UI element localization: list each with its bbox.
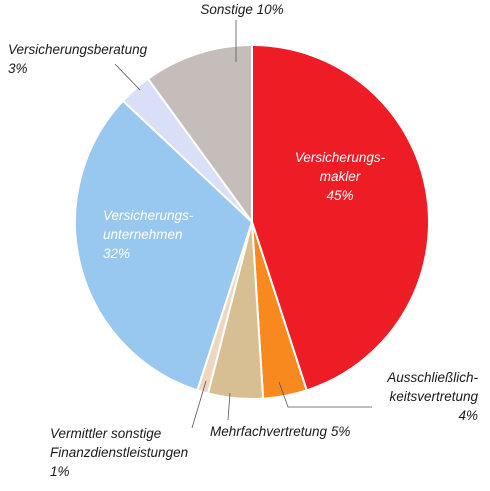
value-label: 32% — [103, 246, 130, 261]
slice-label: Versicherungsberatung 3% — [8, 42, 148, 76]
label-line: Ausschließlich- — [386, 370, 478, 385]
slice-label: Versicherungs-makler 45% — [295, 150, 386, 203]
value-label: 4% — [458, 408, 478, 423]
label-line: makler — [320, 169, 361, 184]
label-line: Versicherungs- — [295, 150, 386, 165]
pie-slice — [74, 99, 254, 392]
leader-line — [191, 380, 207, 429]
label-line: keitsvertretung — [389, 389, 478, 404]
slice-label: Versicherungs-unternehmen 32% — [103, 208, 194, 261]
slice-label: Ausschließlich-keitsvertretung 4% — [386, 370, 478, 423]
label-line: Versicherungsberatung — [8, 42, 148, 57]
label-line: Finanzdienstleistungen — [50, 445, 188, 460]
value-label: 1% — [50, 464, 70, 479]
label-line: Versicherungs- — [103, 208, 194, 223]
label-line: unternehmen — [103, 227, 183, 242]
pie-slice — [146, 43, 253, 226]
leader-lines — [114, 20, 372, 429]
slice-label: Mehrfachvertretung 5% — [210, 424, 350, 439]
value-label: 5% — [331, 424, 351, 439]
slice-label: Sonstige 10% — [200, 2, 283, 17]
label-line: Mehrfachvertretung — [210, 424, 328, 439]
label-line: Vermittler sonstige — [50, 426, 161, 441]
leader-line — [227, 392, 231, 421]
pie-slice — [251, 43, 430, 392]
value-label: 45% — [326, 188, 353, 203]
slices — [74, 43, 430, 400]
value-label: 3% — [8, 61, 28, 76]
value-label: 10% — [257, 2, 284, 17]
label-line: Sonstige — [200, 2, 253, 17]
slice-label: Vermittler sonstige Finanzdienstleistunge… — [50, 426, 188, 479]
leader-line — [278, 381, 372, 408]
leader-line — [114, 63, 141, 91]
